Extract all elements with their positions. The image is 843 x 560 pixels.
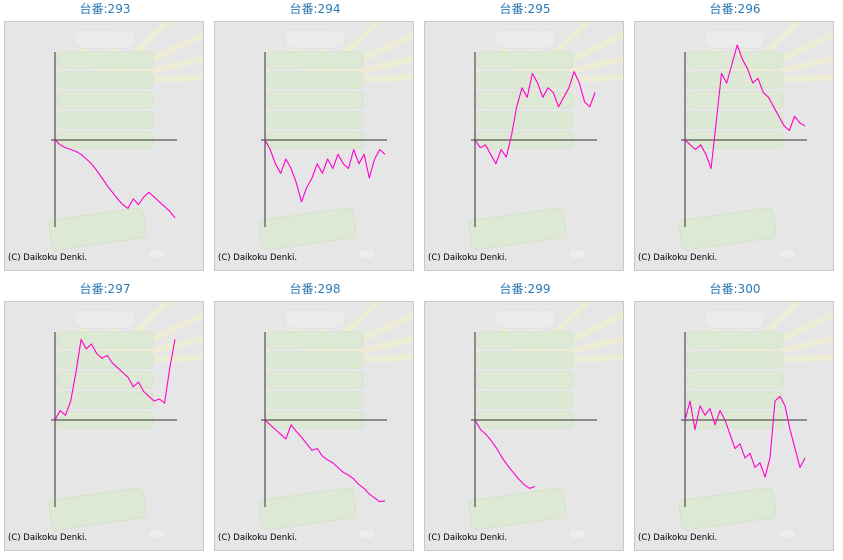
machine-number-title[interactable]: 台番:295 xyxy=(499,2,551,16)
copyright-text: (C) Daikoku Denki. xyxy=(428,253,508,263)
machine-number-title[interactable]: 台番:294 xyxy=(289,2,341,16)
machine-number-title[interactable]: 台番:298 xyxy=(289,282,341,296)
background-artwork xyxy=(258,22,413,260)
machine-number-title[interactable]: 台番:300 xyxy=(709,282,761,296)
background-artwork xyxy=(48,302,203,540)
background-artwork xyxy=(468,22,623,260)
data-series-line xyxy=(54,338,176,421)
line-chart xyxy=(468,22,623,260)
chart-panel: 台番:296 (C) Daikoku Denki. xyxy=(630,0,840,280)
data-series-line xyxy=(264,419,386,503)
chart-panel: 台番:294 (C) Daikoku Denki. xyxy=(210,0,420,280)
line-chart xyxy=(468,302,623,540)
background-artwork xyxy=(468,302,623,540)
copyright-text: (C) Daikoku Denki. xyxy=(218,533,298,543)
chart-panel: 台番:297 (C) Daikoku Denki. xyxy=(0,280,210,560)
line-chart xyxy=(678,22,833,260)
data-series-line xyxy=(684,44,806,170)
chart-frame: (C) Daikoku Denki. xyxy=(424,301,624,551)
chart-panel: 台番:299 (C) Daikoku Denki. xyxy=(420,280,630,560)
copyright-text: (C) Daikoku Denki. xyxy=(638,253,718,263)
data-series-line xyxy=(474,71,596,165)
chart-frame: (C) Daikoku Denki. xyxy=(4,301,204,551)
machine-number-title[interactable]: 台番:297 xyxy=(79,282,131,296)
chart-panel: 台番:295 (C) Daikoku Denki. xyxy=(420,0,630,280)
data-series-line xyxy=(684,395,806,478)
chart-panel: 台番:293 (C) Daikoku Denki. xyxy=(0,0,210,280)
copyright-text: (C) Daikoku Denki. xyxy=(8,533,88,543)
chart-panel: 台番:300 (C) Daikoku Denki. xyxy=(630,280,840,560)
line-chart xyxy=(258,302,413,540)
line-chart xyxy=(258,22,413,260)
background-artwork xyxy=(678,302,833,540)
line-chart xyxy=(678,302,833,540)
chart-frame: (C) Daikoku Denki. xyxy=(634,301,834,551)
copyright-text: (C) Daikoku Denki. xyxy=(638,533,718,543)
data-series-line xyxy=(264,139,386,203)
copyright-text: (C) Daikoku Denki. xyxy=(218,253,298,263)
chart-frame: (C) Daikoku Denki. xyxy=(634,21,834,271)
data-series-line xyxy=(54,139,176,219)
copyright-text: (C) Daikoku Denki. xyxy=(428,533,508,543)
machine-number-title[interactable]: 台番:293 xyxy=(79,2,131,16)
machine-number-title[interactable]: 台番:299 xyxy=(499,282,551,296)
line-chart xyxy=(48,302,203,540)
machine-number-title[interactable]: 台番:296 xyxy=(709,2,761,16)
chart-frame: (C) Daikoku Denki. xyxy=(214,301,414,551)
line-chart xyxy=(48,22,203,260)
copyright-text: (C) Daikoku Denki. xyxy=(8,253,88,263)
data-series-line xyxy=(474,419,536,489)
chart-frame: (C) Daikoku Denki. xyxy=(4,21,204,271)
chart-frame: (C) Daikoku Denki. xyxy=(424,21,624,271)
chart-panel: 台番:298 (C) Daikoku Denki. xyxy=(210,280,420,560)
chart-frame: (C) Daikoku Denki. xyxy=(214,21,414,271)
